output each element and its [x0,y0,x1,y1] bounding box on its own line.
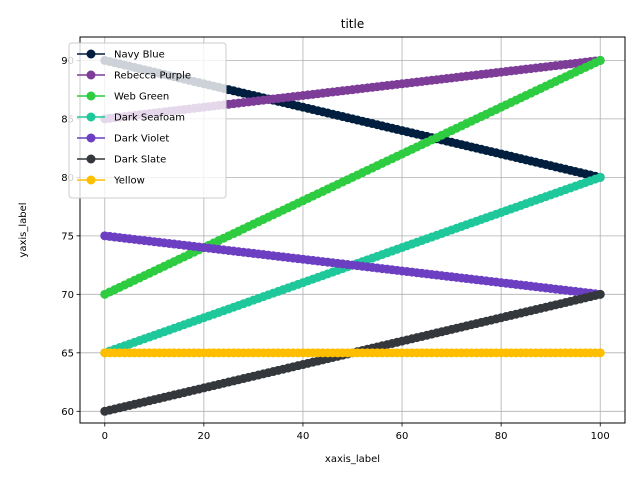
series-dark-violet [100,231,605,299]
legend-marker [86,49,96,59]
x-tick-label: 80 [495,431,508,442]
y-tick-label: 70 [61,290,74,301]
legend-label: Yellow [113,176,145,187]
legend-label: Dark Seafoam [114,113,185,124]
legend-entry: Navy Blue [77,49,165,61]
legend-entry: Dark Violet [77,133,169,145]
y-tick-label: 80 [61,173,74,184]
legend-marker [86,70,96,80]
x-tick-label: 0 [102,431,108,442]
y-tick-label: 85 [61,114,74,125]
x-tick-label: 40 [297,431,310,442]
axis-ticks: 0 20 40 60 80 100 60 65 70 75 80 85 90 [61,56,610,442]
axes-frame [79,36,626,424]
legend-marker [86,133,96,143]
chart-title: title [341,17,364,31]
x-tick-label: 60 [396,431,409,442]
data-point [595,55,605,65]
y-tick-label: 60 [61,407,74,418]
legend-entry: Dark Slate [77,154,166,166]
legend-entry: Rebecca Purple [77,70,191,82]
legend-marker [86,91,96,101]
legend-marker [86,154,96,164]
legend-label: Web Green [114,92,169,103]
legend-label: Navy Blue [114,50,165,61]
series-web-green [100,55,605,299]
y-tick-label: 90 [61,56,74,67]
data-point [595,289,605,299]
legend-entry: Dark Seafoam [77,112,185,124]
series-dark-seafoam [100,172,605,358]
legend-box [68,42,227,199]
series-yellow [100,348,605,358]
y-tick-label: 75 [61,231,74,242]
legend-marker [86,112,96,122]
x-axis-label: xaxis_label [325,454,380,465]
x-tick-label: 20 [197,431,210,442]
y-axis-label: yaxis_label [18,202,29,257]
legend-label: Dark Slate [114,155,166,166]
series-layer [100,55,605,416]
legend-entry: Yellow [77,175,145,187]
legend: Navy Blue Rebecca Purple Web Green Dark Sea… [68,42,227,199]
legend-label: Rebecca Purple [114,71,191,82]
x-tick-label: 100 [591,431,610,442]
legend-marker [86,175,96,185]
data-point [595,348,605,358]
legend-entry: Web Green [77,91,169,103]
legend-label: Dark Violet [114,134,169,145]
data-point [595,172,605,182]
y-tick-label: 65 [61,348,74,359]
